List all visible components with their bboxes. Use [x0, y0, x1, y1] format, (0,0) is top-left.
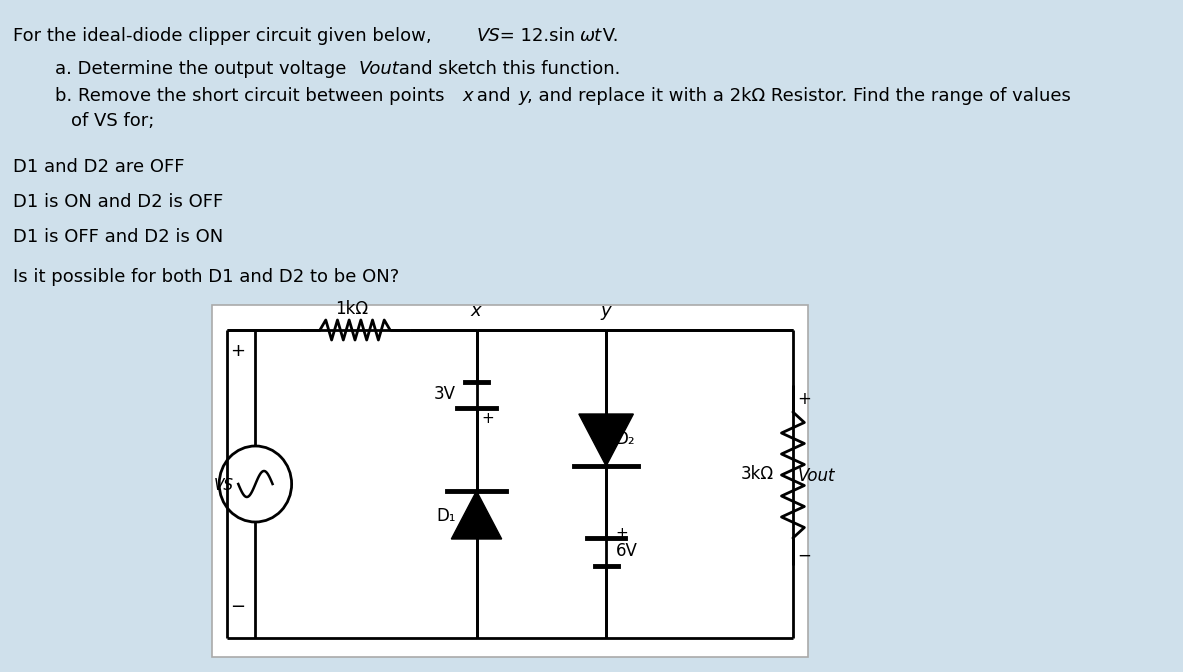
Text: and sketch this function.: and sketch this function. — [393, 60, 620, 78]
Text: For the ideal-diode clipper circuit given below,: For the ideal-diode clipper circuit give… — [13, 27, 438, 45]
Text: , and replace it with a 2kΩ Resistor. Find the range of values: , and replace it with a 2kΩ Resistor. Fi… — [526, 87, 1071, 105]
Text: and: and — [471, 87, 516, 105]
Text: Vout: Vout — [358, 60, 399, 78]
Bar — [212, 305, 808, 657]
Text: y: y — [518, 87, 529, 105]
Text: D1 is OFF and D2 is ON: D1 is OFF and D2 is ON — [13, 228, 224, 246]
Text: y: y — [601, 302, 612, 320]
Text: D1 and D2 are OFF: D1 and D2 are OFF — [13, 158, 185, 176]
Text: 3V: 3V — [434, 385, 455, 403]
Text: 3kΩ: 3kΩ — [741, 465, 774, 483]
Text: +: + — [230, 342, 245, 360]
Text: D1 is ON and D2 is OFF: D1 is ON and D2 is OFF — [13, 193, 224, 211]
Polygon shape — [452, 491, 502, 539]
Text: = 12.sin: = 12.sin — [494, 27, 575, 45]
Text: −: − — [230, 598, 245, 616]
Text: +: + — [615, 526, 628, 541]
Text: Vout: Vout — [797, 467, 835, 485]
Text: +: + — [481, 411, 494, 426]
Text: +: + — [797, 390, 812, 408]
Text: b. Remove the short circuit between points: b. Remove the short circuit between poin… — [56, 87, 451, 105]
Polygon shape — [578, 414, 633, 466]
Text: VS: VS — [477, 27, 500, 45]
Text: 1kΩ: 1kΩ — [336, 300, 369, 318]
Text: x: x — [471, 302, 481, 320]
Text: 6V: 6V — [615, 542, 638, 560]
Text: D₁: D₁ — [437, 507, 455, 525]
Text: ωt: ωt — [580, 27, 602, 45]
Text: D₂: D₂ — [615, 430, 635, 448]
Text: Is it possible for both D1 and D2 to be ON?: Is it possible for both D1 and D2 to be … — [13, 268, 400, 286]
Text: a. Determine the output voltage: a. Determine the output voltage — [56, 60, 353, 78]
Circle shape — [219, 446, 292, 522]
Text: of VS for;: of VS for; — [71, 112, 155, 130]
Text: −: − — [797, 547, 812, 565]
Text: VS: VS — [213, 478, 233, 493]
Text: V.: V. — [597, 27, 619, 45]
Text: x: x — [463, 87, 473, 105]
